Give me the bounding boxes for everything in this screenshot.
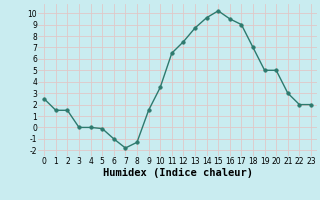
X-axis label: Humidex (Indice chaleur): Humidex (Indice chaleur) [103,168,252,178]
